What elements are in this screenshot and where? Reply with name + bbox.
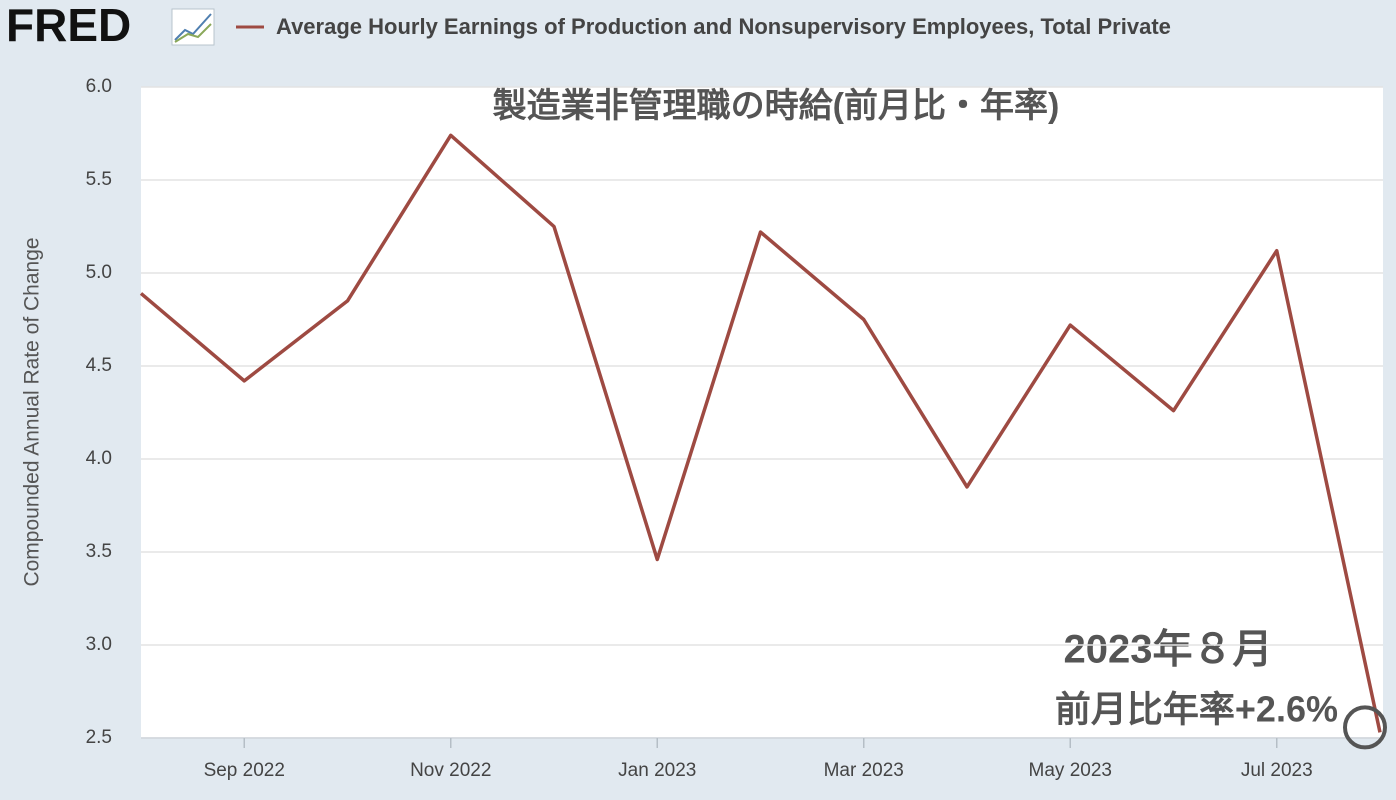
x-tick-label: Jul 2023	[1241, 760, 1313, 781]
y-tick-label: 3.5	[86, 541, 112, 562]
x-tick-label: Nov 2022	[410, 760, 491, 781]
y-tick-label: 4.5	[86, 355, 112, 376]
y-tick-label: 3.0	[86, 634, 112, 655]
data-line	[139, 133, 1382, 733]
logo: FRED	[6, 0, 131, 51]
legend-label: Average Hourly Earnings of Production an…	[276, 14, 1171, 39]
y-axis-label: Compounded Annual Rate of Change	[21, 237, 44, 586]
y-tick-label: 6.0	[86, 76, 112, 97]
highlight-circle	[1343, 705, 1387, 750]
chart-title: 製造業非管理職の時給(前月比・年率)	[493, 87, 1060, 125]
y-tick-label: 5.5	[86, 169, 112, 190]
icon-line	[174, 13, 212, 41]
x-tick-label: Mar 2023	[824, 760, 904, 781]
icon-line	[174, 23, 212, 43]
x-tick-label: Sep 2022	[204, 760, 285, 781]
y-tick-label: 2.5	[86, 727, 112, 748]
y-tick-label: 5.0	[86, 262, 112, 283]
y-tick-label: 4.0	[86, 448, 112, 469]
logo-icon	[171, 8, 215, 46]
plot-area	[141, 87, 1383, 738]
x-tick-label: May 2023	[1029, 760, 1112, 781]
annotation: 前月比年率+2.6%	[1055, 689, 1338, 730]
x-tick-label: Jan 2023	[618, 760, 696, 781]
annotation: 2023年８月	[1064, 628, 1273, 672]
